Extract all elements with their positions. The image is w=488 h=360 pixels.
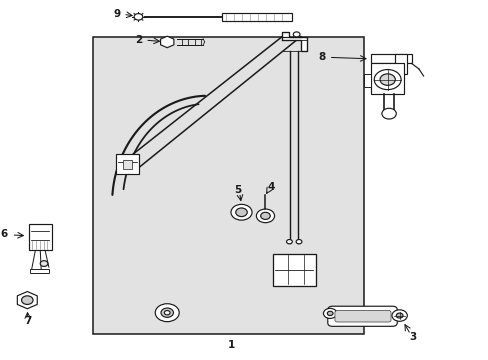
Circle shape (296, 239, 301, 244)
Circle shape (164, 311, 170, 315)
Text: 8: 8 (318, 52, 325, 62)
Circle shape (293, 32, 299, 37)
Circle shape (326, 311, 332, 316)
Bar (30, 269, 49, 273)
Polygon shape (282, 32, 306, 51)
Circle shape (381, 108, 395, 119)
Text: 4: 4 (267, 182, 274, 192)
Bar (370, 54, 411, 63)
Circle shape (286, 239, 292, 244)
Text: 1: 1 (228, 340, 235, 350)
FancyBboxPatch shape (327, 306, 396, 326)
Circle shape (391, 310, 407, 321)
Polygon shape (17, 292, 37, 309)
Circle shape (134, 14, 142, 20)
Text: 2: 2 (135, 35, 142, 45)
Circle shape (161, 308, 173, 318)
Bar (116, 154, 139, 174)
Circle shape (323, 309, 336, 319)
Circle shape (40, 261, 48, 266)
FancyBboxPatch shape (334, 311, 390, 322)
Polygon shape (160, 36, 174, 48)
Bar (272, 253, 315, 286)
Text: 3: 3 (408, 332, 415, 342)
Text: 9: 9 (113, 9, 120, 19)
Bar (363, 74, 370, 87)
Bar (222, 13, 291, 21)
Circle shape (155, 304, 179, 321)
Text: 7: 7 (24, 316, 32, 326)
Circle shape (256, 209, 274, 223)
Circle shape (395, 313, 402, 318)
Text: 5: 5 (234, 185, 241, 195)
Bar (29, 224, 52, 250)
Circle shape (21, 296, 33, 305)
Circle shape (260, 212, 270, 220)
Circle shape (230, 204, 251, 220)
Circle shape (235, 208, 247, 217)
Circle shape (379, 74, 394, 85)
Bar (370, 63, 404, 94)
Circle shape (373, 69, 400, 90)
Bar (394, 54, 406, 74)
Text: 6: 6 (0, 229, 8, 239)
Bar (93, 37, 363, 334)
Bar (122, 160, 132, 169)
